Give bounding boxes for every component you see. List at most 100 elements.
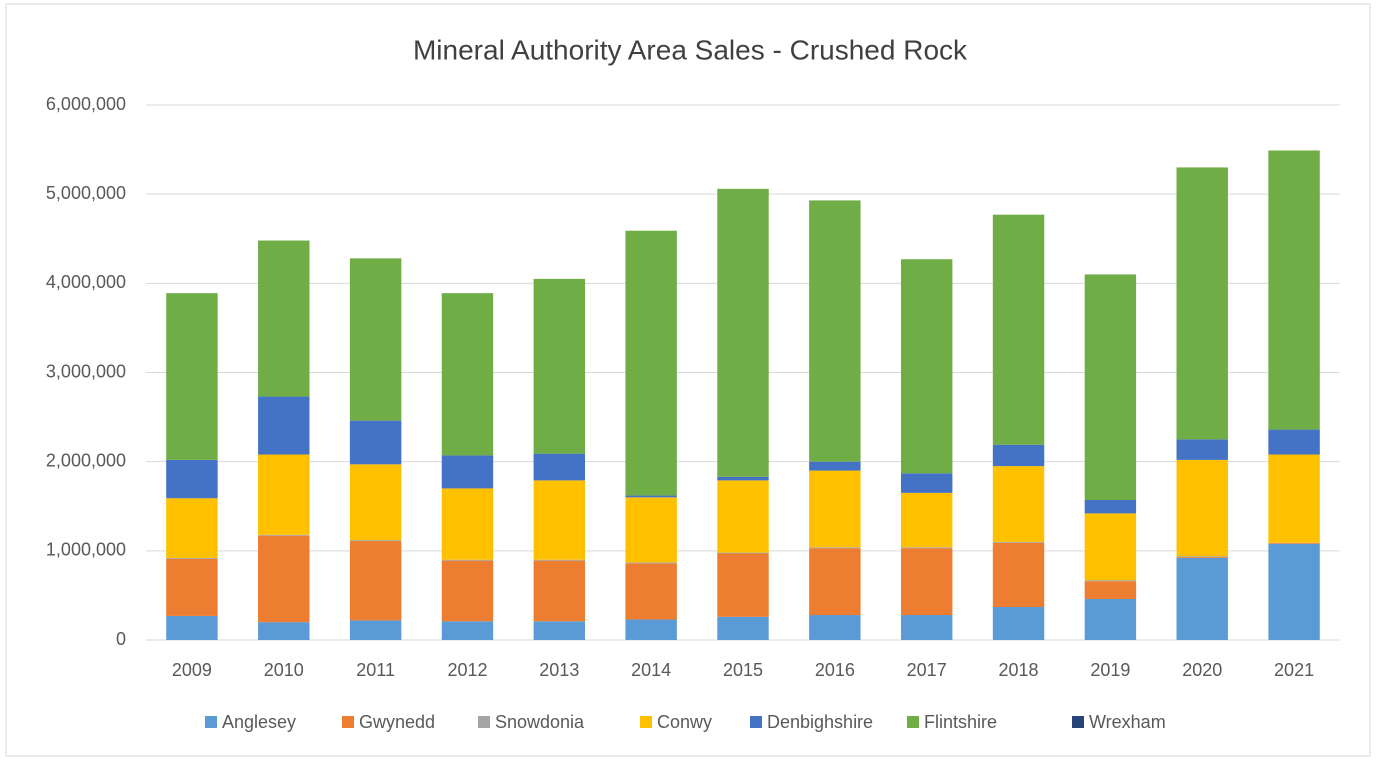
x-tick-label: 2010 (264, 660, 304, 680)
y-tick-label: 6,000,000 (46, 94, 126, 114)
legend-label: Wrexham (1089, 712, 1166, 732)
bar-segment (992, 541, 1045, 543)
bar-segment (533, 560, 586, 622)
bar-segment (992, 542, 1045, 608)
bar-segment (533, 621, 586, 640)
bar-segment (441, 560, 494, 622)
bar-segment (258, 535, 310, 623)
bar-segment (166, 498, 218, 558)
y-tick-label: 5,000,000 (46, 183, 126, 203)
bar-segment (1176, 557, 1228, 640)
bar-segment (992, 214, 1045, 445)
bar-segment (533, 559, 586, 561)
bar-segment (809, 461, 861, 471)
chart-border (5, 3, 1371, 757)
bar-segment (992, 607, 1045, 640)
bar-segment (1268, 543, 1320, 640)
legend-swatch (750, 716, 762, 728)
legend-label: Snowdonia (495, 712, 585, 732)
bar-segment (349, 540, 402, 542)
bar-segment (1084, 580, 1137, 582)
bar-segment (717, 616, 769, 640)
bar-segment (809, 547, 861, 549)
x-tick-label: 2020 (1182, 660, 1222, 680)
legend-label: Conwy (657, 712, 712, 732)
bar-segment (258, 622, 310, 640)
y-tick-label: 1,000,000 (46, 540, 126, 560)
bar-segment (992, 444, 1045, 467)
bar-segment (1268, 542, 1320, 544)
bar-segment (1084, 274, 1137, 501)
y-tick-label: 2,000,000 (46, 450, 126, 470)
legend-swatch (1072, 716, 1084, 728)
bar-segment (717, 552, 769, 554)
bar-segment (625, 619, 677, 640)
bar-segment (900, 492, 953, 548)
bar-segment (625, 230, 677, 496)
bar-segment (349, 420, 402, 465)
bar-segment (166, 558, 218, 616)
x-tick-label: 2019 (1090, 660, 1130, 680)
bar-segment (717, 553, 769, 617)
x-tick-label: 2014 (631, 660, 671, 680)
bar-segment (533, 453, 586, 481)
bar-segment (349, 464, 402, 541)
legend-label: Anglesey (222, 712, 296, 732)
bar-segment (258, 396, 310, 455)
bar-segment (900, 615, 953, 640)
bar-segment (166, 293, 218, 460)
legend-label: Gwynedd (359, 712, 435, 732)
bar-segment (1084, 581, 1137, 599)
chart-title: Mineral Authority Area Sales - Crushed R… (413, 34, 968, 65)
legend-swatch (907, 716, 919, 728)
bar-segment (1084, 513, 1137, 581)
bar-segment (166, 615, 218, 640)
bar-segment (1268, 150, 1320, 430)
x-tick-label: 2018 (999, 660, 1039, 680)
bar-segment (258, 240, 310, 397)
bar-segment (625, 562, 677, 564)
bar-segment (258, 534, 310, 536)
bar-segment (625, 497, 677, 563)
legend-swatch (640, 716, 652, 728)
bar-segment (1084, 500, 1137, 514)
bar-segment (900, 473, 953, 493)
bar-segment (441, 621, 494, 640)
bar-segment (441, 488, 494, 560)
x-tick-label: 2011 (356, 660, 395, 680)
bar-segment (441, 559, 494, 561)
bar-segment (349, 258, 402, 421)
x-tick-label: 2013 (539, 660, 579, 680)
bar-segment (625, 563, 677, 620)
legend-swatch (205, 716, 217, 728)
x-tick-label: 2015 (723, 660, 763, 680)
bar-segment (349, 541, 402, 621)
bar-segment (1268, 429, 1320, 455)
bar-segment (533, 480, 586, 560)
bar-segment (441, 455, 494, 489)
bar-segment (717, 480, 769, 553)
legend-label: Denbighshire (767, 712, 873, 732)
bar-segment (900, 259, 953, 474)
y-tick-label: 3,000,000 (46, 361, 126, 381)
bar-segment (992, 466, 1045, 542)
bar-segment (258, 454, 310, 535)
y-tick-label: 4,000,000 (46, 272, 126, 292)
legend-label: Flintshire (924, 712, 997, 732)
bar-segment (1176, 167, 1228, 440)
x-tick-label: 2016 (815, 660, 855, 680)
bar-segment (717, 188, 769, 477)
bar-segment (900, 547, 953, 549)
bar-segment (809, 615, 861, 640)
bar-segment (809, 548, 861, 616)
x-tick-label: 2017 (907, 660, 947, 680)
bar-segment (166, 459, 218, 499)
bar-segment (1176, 557, 1228, 558)
bar-segment (1176, 439, 1228, 460)
y-tick-label: 0 (116, 629, 126, 649)
bar-segment (1084, 598, 1137, 640)
x-tick-label: 2009 (172, 660, 212, 680)
legend-swatch (478, 716, 490, 728)
bar-segment (1268, 454, 1320, 543)
